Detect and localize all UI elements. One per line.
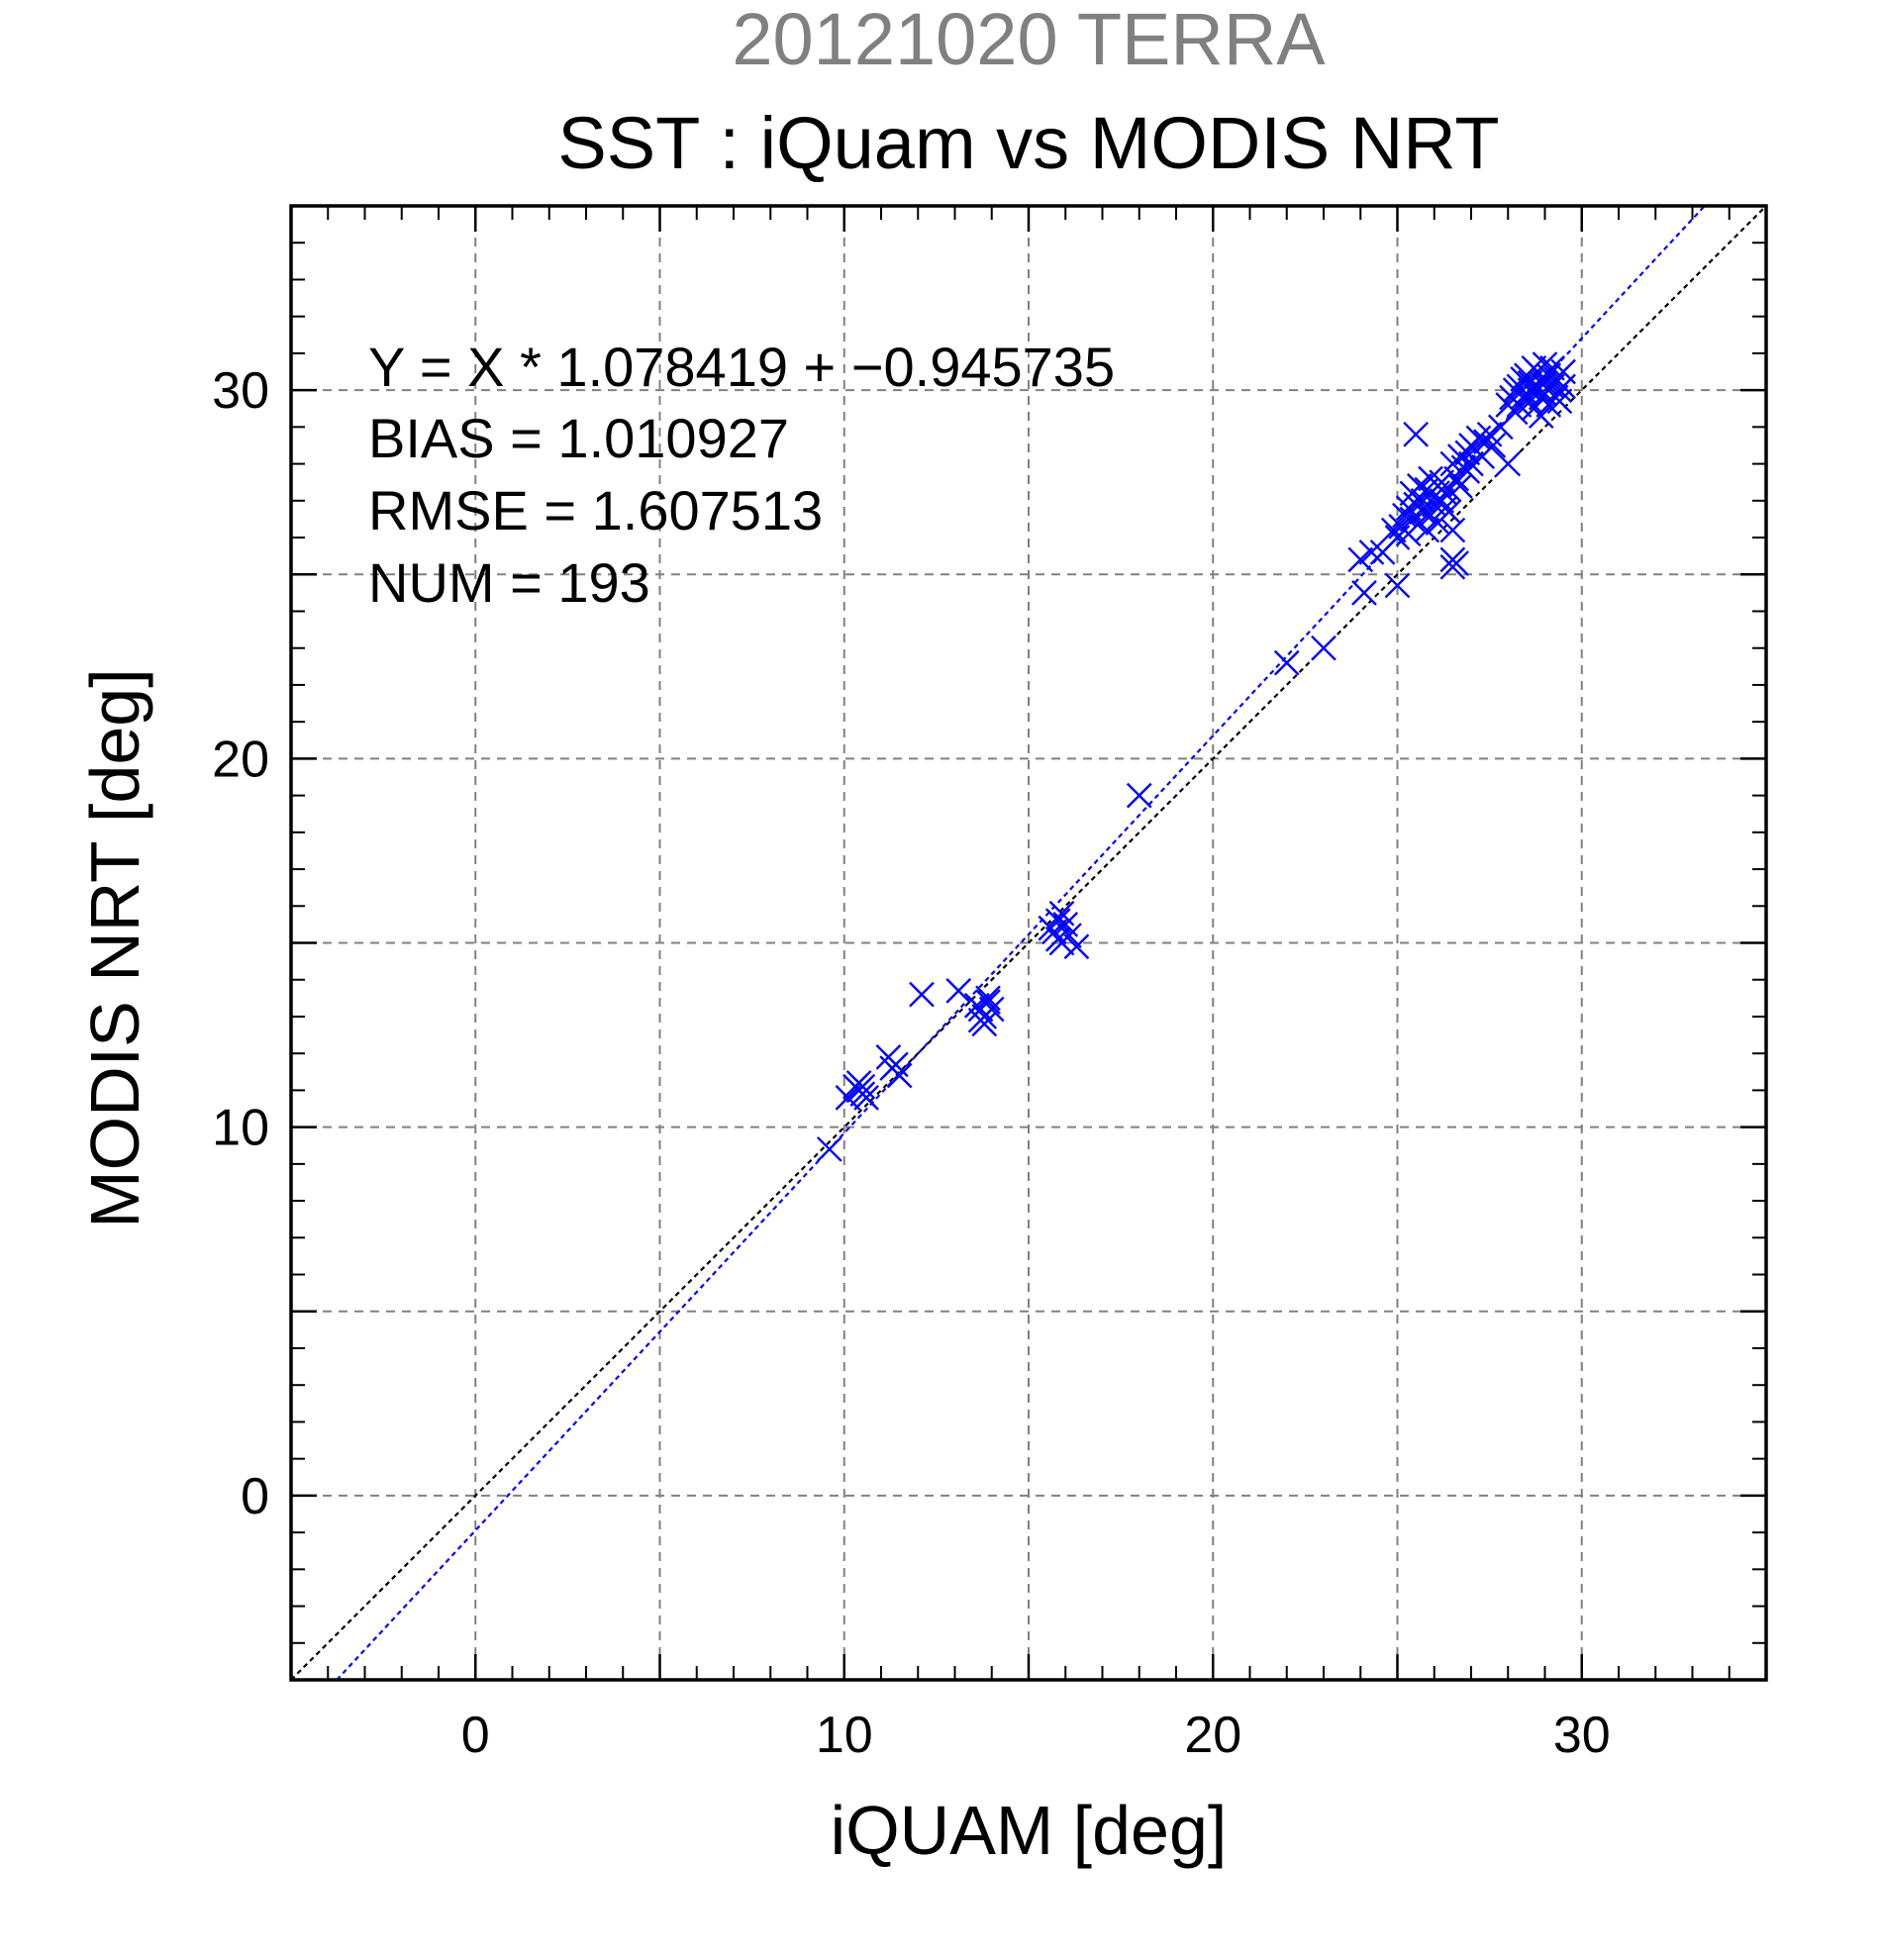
- data-points: [817, 351, 1576, 1162]
- data-point: [1347, 546, 1374, 573]
- data-point: [964, 992, 990, 1019]
- identity-line: [290, 205, 1767, 1681]
- data-point: [909, 981, 935, 1008]
- data-point: [1407, 473, 1433, 499]
- data-point: [1044, 908, 1071, 934]
- grid-lines: [291, 206, 1766, 1680]
- data-point: [1517, 377, 1543, 403]
- major-ticks: [291, 206, 1766, 1680]
- y-tick-label: 30: [212, 362, 269, 420]
- data-point: [849, 1073, 876, 1100]
- data-point: [1273, 649, 1300, 676]
- data-point: [1458, 450, 1484, 477]
- y-tick-label: 0: [241, 1468, 269, 1525]
- x-tick-labels: 0 10 20 30: [461, 1707, 1611, 1764]
- chart-subtitle: SST : iQuam vs MODIS NRT: [557, 102, 1499, 184]
- data-point: [1126, 782, 1152, 809]
- data-point: [945, 978, 972, 1004]
- plot-frame: [289, 204, 1768, 1682]
- data-point: [1311, 635, 1336, 661]
- data-point: [1528, 403, 1554, 430]
- chart-title: 20121020 TERRA: [732, 0, 1326, 80]
- x-tick-label: 20: [1184, 1707, 1241, 1764]
- data-point: [1380, 517, 1407, 543]
- data-point: [1532, 369, 1558, 396]
- data-point: [1528, 384, 1554, 411]
- data-point: [1443, 550, 1469, 576]
- data-point: [1044, 926, 1071, 952]
- data-point: [817, 1136, 842, 1162]
- y-tick-label: 10: [212, 1100, 269, 1157]
- data-point: [883, 1051, 909, 1078]
- data-point: [1439, 517, 1466, 543]
- data-point: [1358, 539, 1385, 565]
- bias-value: BIAS = 1.010927: [368, 407, 789, 469]
- x-tick-label: 0: [461, 1707, 490, 1764]
- data-point: [1063, 933, 1090, 960]
- data-point: [1495, 450, 1522, 477]
- data-point: [975, 985, 1001, 1012]
- minor-ticks: [291, 206, 1766, 1680]
- stats-annotation: Y = X * 1.078419 + −0.945735 BIAS = 1.01…: [368, 336, 1115, 614]
- y-tick-labels: 0 10 20 30: [212, 362, 269, 1525]
- data-point: [1414, 517, 1440, 543]
- x-tick-label: 10: [816, 1707, 873, 1764]
- data-point: [967, 1007, 994, 1033]
- regression-equation: Y = X * 1.078419 + −0.945735: [368, 336, 1115, 398]
- rmse-value: RMSE = 1.607513: [368, 479, 823, 541]
- y-axis-label: MODIS NRT [deg]: [76, 668, 153, 1227]
- data-point: [1429, 487, 1455, 514]
- data-point: [1403, 421, 1429, 447]
- data-point: [835, 1084, 861, 1111]
- num-value: NUM = 193: [368, 551, 650, 614]
- y-tick-label: 20: [212, 731, 269, 788]
- data-point: [1384, 572, 1411, 599]
- x-tick-label: 30: [1553, 1707, 1611, 1764]
- data-point: [1480, 433, 1507, 458]
- data-point: [1351, 580, 1377, 606]
- x-axis-label: iQUAM [deg]: [831, 1792, 1228, 1869]
